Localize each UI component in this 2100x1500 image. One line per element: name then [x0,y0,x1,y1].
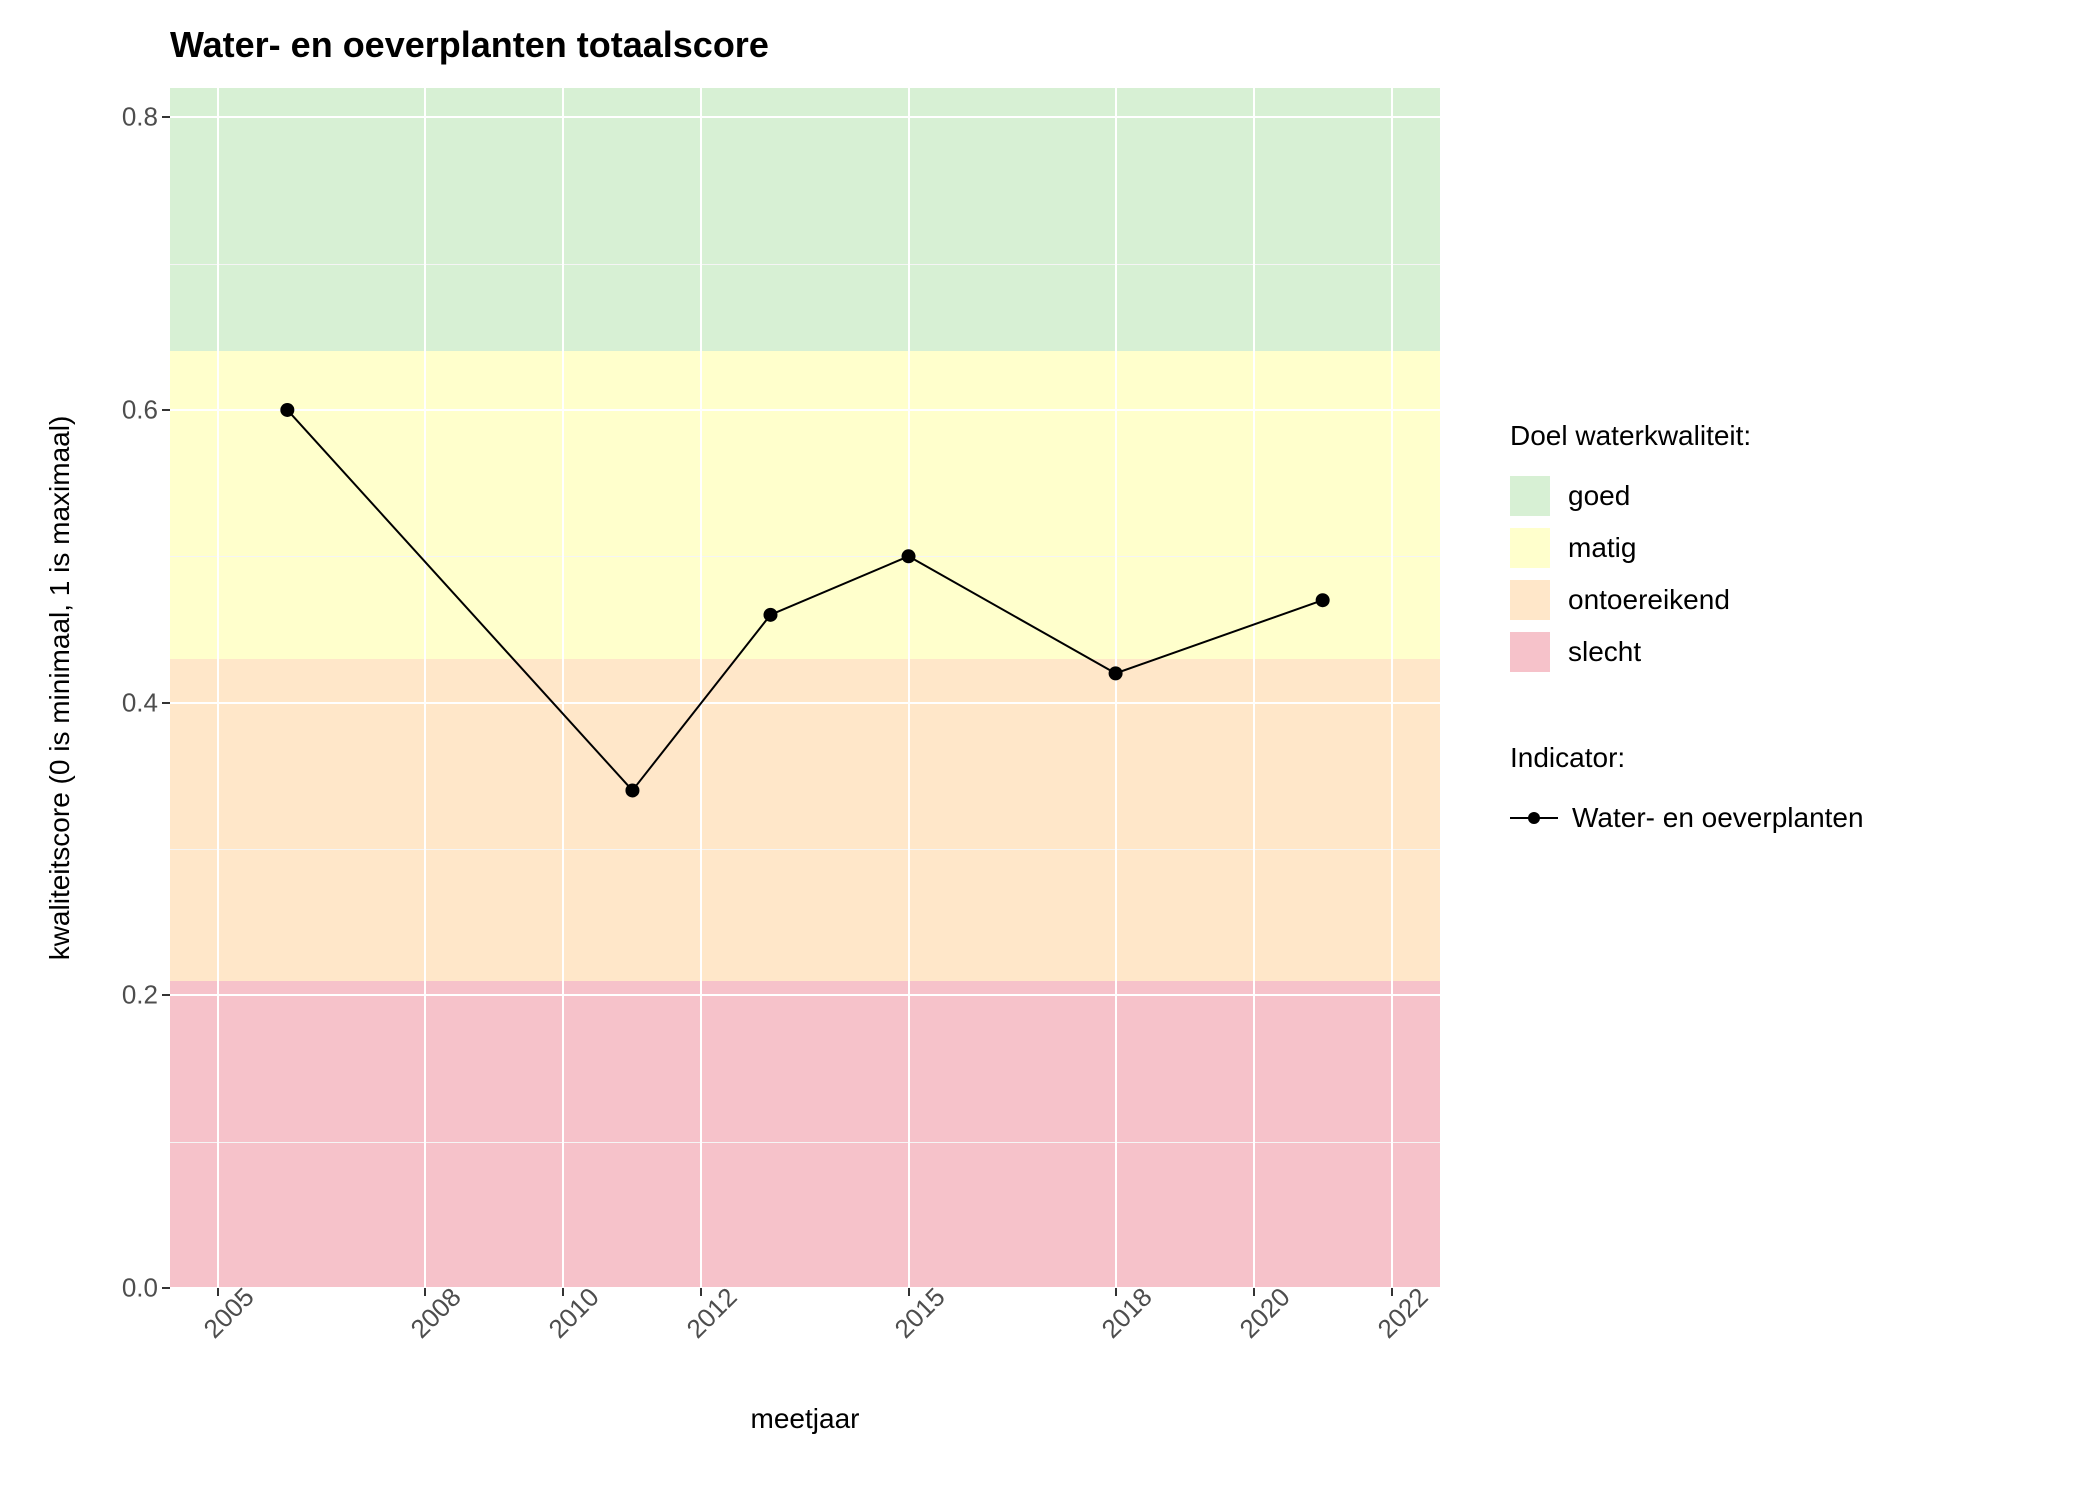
xtick-label: 2005 [198,1282,261,1345]
chart-container: Water- en oeverplanten totaalscore 0.00.… [0,0,2100,1500]
xtick-label: 2022 [1371,1282,1434,1345]
xtick-label: 2020 [1233,1282,1296,1345]
legend-label: Water- en oeverplanten [1572,802,1864,834]
legend-item: matig [1510,528,1864,568]
x-axis-title: meetjaar [751,1403,860,1435]
series-point [902,549,916,563]
y-axis-title: kwaliteitscore (0 is minimaal, 1 is maxi… [44,416,76,961]
ytick-label: 0.8 [122,102,170,133]
legend-item: slecht [1510,632,1864,672]
legend-label: slecht [1568,636,1641,668]
chart-title: Water- en oeverplanten totaalscore [170,24,769,66]
plot-area: 0.00.20.40.60.82005200820102012201520182… [170,88,1440,1288]
legend-swatch [1510,476,1550,516]
xtick-label: 2008 [405,1282,468,1345]
ytick-label: 0.0 [122,1273,170,1304]
series-point [280,403,294,417]
line-series [170,88,1440,1288]
xtick-mark [908,1288,910,1296]
legend-indicator-items: Water- en oeverplanten [1510,798,1864,838]
xtick-mark [1115,1288,1117,1296]
series-point [763,608,777,622]
legend-item: goed [1510,476,1864,516]
xtick-label: 2012 [681,1282,744,1345]
xtick-mark [1391,1288,1393,1296]
legend-band-items: goed matig ontoereikend slecht [1510,476,1864,672]
xtick-label: 2010 [543,1282,606,1345]
series-point [1109,666,1123,680]
legend-swatch [1510,528,1550,568]
legend-label: goed [1568,480,1630,512]
xtick-label: 2015 [888,1282,951,1345]
series-point [625,783,639,797]
xtick-label: 2018 [1095,1282,1158,1345]
legend-title-bands: Doel waterkwaliteit: [1510,420,1864,452]
series-point [1316,593,1330,607]
xtick-mark [562,1288,564,1296]
legend-swatch [1510,580,1550,620]
ytick-label: 0.2 [122,980,170,1011]
ytick-label: 0.6 [122,394,170,425]
xtick-mark [700,1288,702,1296]
legend-item: ontoereikend [1510,580,1864,620]
legend-swatch [1510,632,1550,672]
legend-item: Water- en oeverplanten [1510,798,1864,838]
xtick-mark [424,1288,426,1296]
series-line [287,410,1322,790]
ytick-label: 0.4 [122,687,170,718]
xtick-mark [217,1288,219,1296]
legend-label: ontoereikend [1568,584,1730,616]
legend-label: matig [1568,532,1636,564]
plot-area-wrap: 0.00.20.40.60.82005200820102012201520182… [170,88,1440,1288]
xtick-mark [1253,1288,1255,1296]
legend-line-swatch [1510,798,1558,838]
legend-title-indicator: Indicator: [1510,742,1864,774]
legend: Doel waterkwaliteit: goed matig ontoereike… [1510,420,1864,850]
